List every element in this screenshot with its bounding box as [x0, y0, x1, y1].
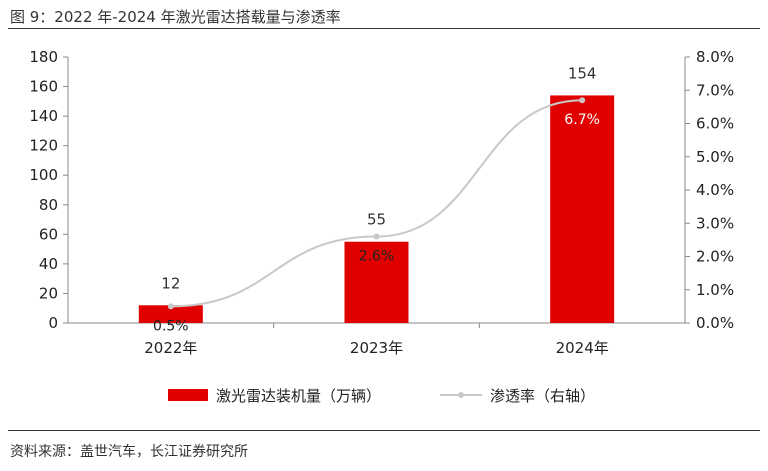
left-tick-label: 120: [29, 137, 58, 155]
right-tick-label: 8.0%: [696, 48, 734, 66]
x-category-label: 2024年: [556, 339, 609, 357]
line-series: [167, 97, 586, 310]
bar: [138, 305, 203, 323]
left-tick-label: 160: [29, 78, 58, 96]
right-tick-label: 7.0%: [696, 81, 734, 99]
legend: 激光雷达装机量（万辆） 渗透率（右轴）: [168, 387, 595, 405]
rate-value-label: 0.5%: [153, 318, 189, 334]
figure-title: 图 9：2022 年-2024 年激光雷达搭载量与渗透率: [10, 8, 341, 26]
chart-axes: 0 20 40 60 80 100 120 140 160 180 0.0% 1.0% 2.0% 3.0%…: [29, 48, 734, 357]
bar-value-label: 55: [367, 211, 386, 229]
right-tick-label: 2.0%: [696, 248, 734, 266]
line-point: [579, 97, 586, 104]
rate-value-label: 2.6%: [359, 249, 395, 265]
bar-value-label: 12: [161, 274, 180, 292]
legend-bar-swatch: [168, 389, 208, 401]
left-tick-label: 0: [48, 314, 58, 332]
right-tick-label: 1.0%: [696, 281, 734, 299]
left-tick-label: 100: [29, 166, 58, 184]
right-tick-label: 5.0%: [696, 148, 734, 166]
bar: [344, 241, 409, 323]
line-point: [167, 303, 174, 310]
bar-series: [138, 95, 615, 323]
data-labels: 12 55 154 0.5% 2.6% 6.7%: [153, 64, 600, 334]
rate-value-label: 6.7%: [564, 112, 600, 128]
left-tick-label: 180: [29, 48, 58, 66]
right-tick-label: 4.0%: [696, 181, 734, 199]
left-tick-label: 140: [29, 107, 58, 125]
bar-value-label: 154: [568, 64, 597, 82]
top-rule: [8, 28, 760, 29]
right-tick-label: 3.0%: [696, 214, 734, 232]
bottom-rule: [8, 430, 760, 431]
legend-line-marker: [458, 392, 464, 398]
left-tick-label: 20: [39, 284, 58, 302]
x-category-label: 2022年: [144, 339, 197, 357]
left-tick-label: 40: [39, 255, 58, 273]
legend-line-label: 渗透率（右轴）: [490, 387, 595, 405]
right-tick-label: 6.0%: [696, 115, 734, 133]
legend-bar-label: 激光雷达装机量（万辆）: [216, 387, 381, 405]
line-point: [373, 233, 380, 240]
right-tick-label: 0.0%: [696, 314, 734, 332]
source-note: 资料来源：盖世汽车，长江证券研究所: [10, 444, 248, 460]
left-tick-label: 80: [39, 196, 58, 214]
left-tick-label: 60: [39, 225, 58, 243]
bar: [550, 95, 615, 323]
x-category-label: 2023年: [350, 339, 403, 357]
